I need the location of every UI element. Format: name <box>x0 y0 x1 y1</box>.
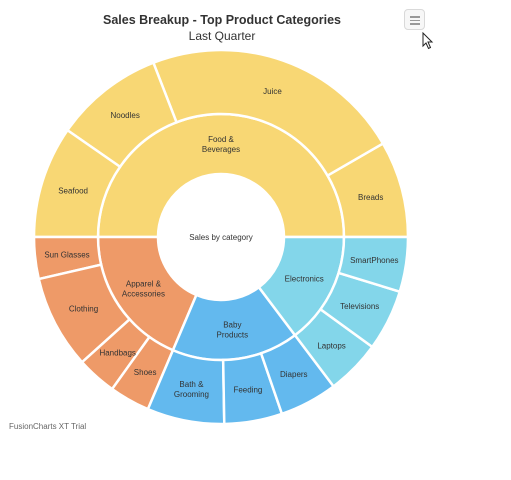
hamburger-menu-icon <box>410 16 420 18</box>
hamburger-menu-icon-bar <box>410 23 420 25</box>
label-food-and-beverages: Food & Beverages <box>202 135 240 154</box>
segment-smartphones[interactable] <box>337 235 410 294</box>
label-bath-and-grooming: Bath & Grooming <box>174 380 209 399</box>
label-shoes: Shoes <box>134 368 157 377</box>
export-menu-button[interactable] <box>404 9 425 30</box>
label-sun-glasses: Sun Glasses <box>44 251 89 260</box>
label-apparel-and-accessories: Apparel & Accessories <box>122 279 165 298</box>
label-noodles: Noodles <box>110 111 139 120</box>
segment-juice[interactable] <box>151 48 385 178</box>
center-hole <box>158 174 284 300</box>
trial-watermark: FusionCharts XT Trial <box>9 422 87 431</box>
label-televisions: Televisions <box>340 302 379 311</box>
label-laptops: Laptops <box>317 342 345 351</box>
label-feeding: Feeding <box>233 386 262 395</box>
label-seafood: Seafood <box>58 187 88 196</box>
label-breads: Breads <box>358 193 383 202</box>
center-label: Sales by category <box>189 233 253 242</box>
label-clothing: Clothing <box>69 305 98 314</box>
mouse-pointer-icon <box>422 32 434 50</box>
sunburst-rings <box>32 48 410 426</box>
label-smartphones: SmartPhones <box>350 256 398 265</box>
label-diapers: Diapers <box>280 370 308 379</box>
hamburger-menu-icon-bar <box>410 19 420 21</box>
label-baby-products: Baby Products <box>217 320 249 339</box>
label-handbags: Handbags <box>99 349 135 358</box>
chart-title: Sales Breakup - Top Product Categories <box>103 13 341 27</box>
label-juice: Juice <box>263 87 282 96</box>
chart-subtitle: Last Quarter <box>189 29 256 43</box>
sunburst-labels: Food & Beverages Breads Juice Noodles Seafood… <box>44 87 398 399</box>
label-electronics: Electronics <box>285 274 324 283</box>
